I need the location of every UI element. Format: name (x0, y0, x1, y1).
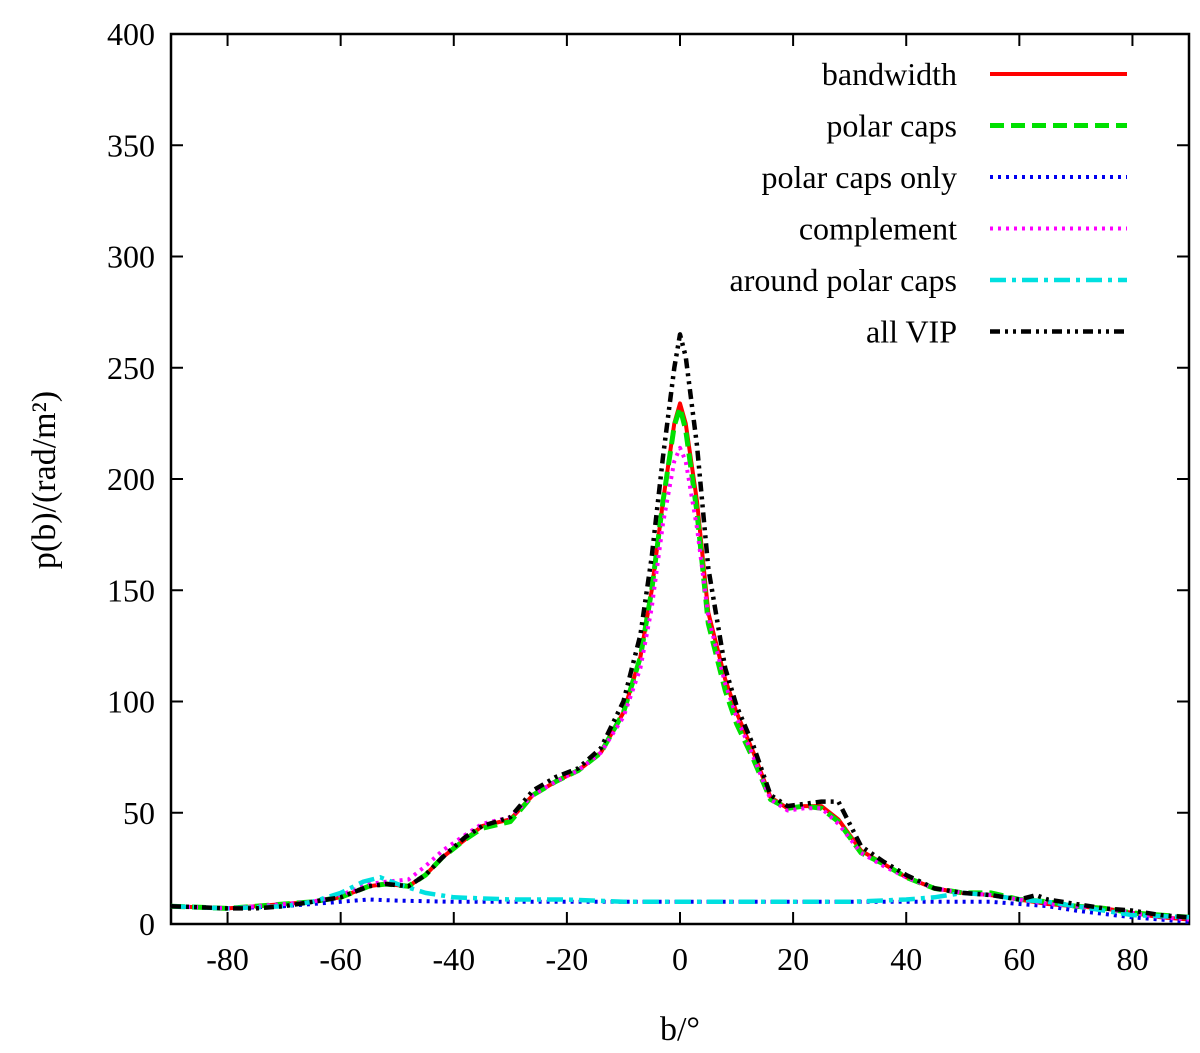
x-tick-label: 20 (777, 941, 809, 977)
x-tick-label: -40 (432, 941, 475, 977)
y-tick-label: 400 (107, 16, 155, 52)
x-tick-label: -80 (206, 941, 249, 977)
series-line-polar-caps (170, 405, 1190, 920)
legend-label: polar caps only (762, 159, 958, 195)
y-tick-label: 50 (123, 795, 155, 831)
y-tick-label: 250 (107, 350, 155, 386)
y-axis-label: p(b)/(rad/m²) (26, 391, 63, 569)
x-tick-label: -20 (546, 941, 589, 977)
legend-label: around polar caps (730, 262, 957, 298)
y-tick-label: 0 (139, 906, 155, 942)
series-line-around-polar-caps (170, 875, 1190, 920)
y-tick-label: 150 (107, 572, 155, 608)
x-tick-label: 40 (890, 941, 922, 977)
legend-label: all VIP (866, 314, 957, 350)
y-tick-label: 300 (107, 239, 155, 275)
series-line-all-vip (170, 332, 1190, 920)
series-line-complement (170, 445, 1190, 922)
x-tick-label: 60 (1003, 941, 1035, 977)
y-tick-label: 100 (107, 684, 155, 720)
legend-label: complement (799, 211, 957, 247)
legend: bandwidth polar caps polar caps only comple… (730, 56, 1127, 350)
x-axis-label: b/° (660, 1011, 700, 1048)
plot-frame (169, 32, 1191, 926)
x-tick-label: -60 (319, 941, 362, 977)
x-tick-label: 80 (1116, 941, 1148, 977)
legend-label: bandwidth (822, 56, 957, 92)
x-tick-label: 0 (672, 941, 688, 977)
y-tick-label: 200 (107, 461, 155, 497)
axis-ticks: -80 -60 -40 -20 0 20 40 60 80 0 50 100 150 200 250 300 3… (107, 16, 1189, 977)
series-line-bandwidth (170, 401, 1190, 922)
series-lines (170, 332, 1190, 924)
y-tick-label: 350 (107, 127, 155, 163)
legend-label: polar caps (826, 108, 957, 144)
